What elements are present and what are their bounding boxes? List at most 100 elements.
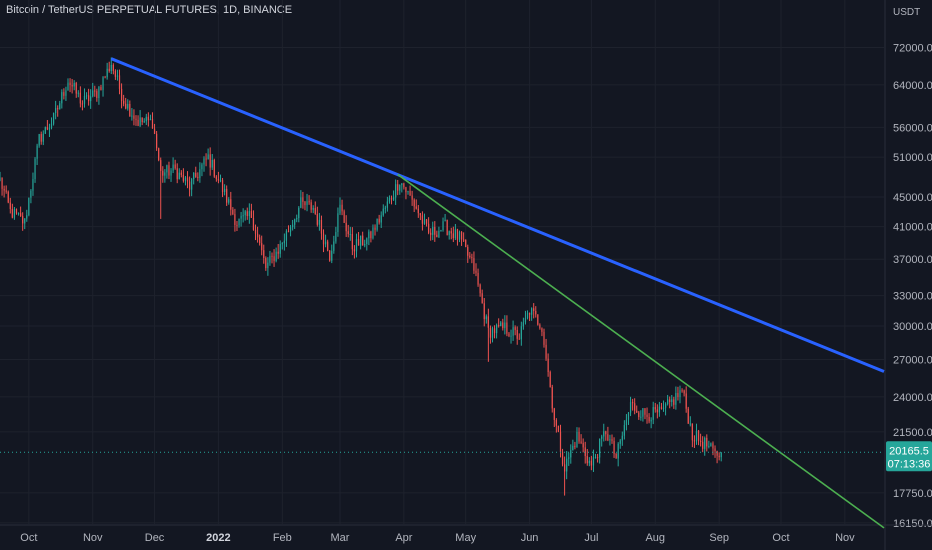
candle [117,70,118,81]
candle [292,220,293,231]
candle-body [302,197,303,201]
candle [26,210,27,222]
candle [469,252,470,259]
countdown-timer: 07:13:36 [888,458,931,470]
candle-body [121,89,122,101]
candle [624,420,625,439]
candle-body [589,461,590,463]
candle-body [125,104,126,109]
candle-body [719,456,720,457]
candle-body [548,359,549,372]
candle-body [593,457,594,465]
candle [504,315,505,334]
y-tick-label: 37000.0 [893,254,932,266]
candle-body [39,134,40,146]
candle-body [535,311,536,314]
candle [168,162,169,179]
candle-body [698,431,699,441]
candle-body [585,447,586,456]
candle [587,449,588,466]
candle [671,395,672,407]
candle-body [90,96,91,101]
candle-body [667,399,668,403]
candle-body [702,442,703,449]
candle [465,239,466,247]
x-tick-label: 2022 [206,532,230,544]
candle-body [496,325,497,333]
candle-body [657,409,658,412]
candle [416,199,417,209]
candle [69,78,70,92]
candle [208,149,209,160]
candle [8,190,9,203]
candle-body [137,120,138,126]
candle [537,314,538,325]
candle [189,177,190,197]
candle-body [712,443,713,448]
trendline-blue [111,59,884,372]
candle-body [391,198,392,200]
candle [599,438,600,463]
candle [249,203,250,223]
y-tick-label: 16150.0 [893,518,932,530]
candle [420,213,421,220]
candle-body [587,456,588,463]
candle-body [558,426,559,432]
candle [236,221,237,231]
candle [591,456,592,470]
candle-body [675,393,676,405]
candle-body [648,417,649,421]
candle-body [115,71,116,77]
candle-body [636,411,637,413]
y-unit-label: USDT [893,7,920,18]
candle [432,222,433,240]
candle [175,160,176,170]
candle-body [350,234,351,235]
candles [0,57,722,495]
x-tick-label: Dec [145,532,165,544]
candle [667,395,668,406]
candle-body [298,208,299,218]
candle [284,234,285,251]
candle-body [385,208,386,209]
candle [428,217,429,234]
candle [251,204,252,218]
y-tick-label: 51000.0 [893,152,932,164]
candle-body [416,206,417,208]
candle [195,167,196,178]
candle-body [346,223,347,231]
candle [65,87,66,101]
candle-body [313,208,314,210]
candle-body [325,242,326,245]
candle [475,263,476,276]
candle-body [671,399,672,402]
candle-body [191,179,192,190]
candle [298,206,299,222]
candle-body [172,165,173,171]
candle [457,229,458,246]
candle [368,229,369,245]
candle-body [24,219,25,224]
candle [634,398,635,414]
candle-body [94,90,95,91]
candle [613,437,614,458]
candle [611,434,612,443]
candle-body [135,119,136,120]
candle-body [341,205,342,212]
candle-body [477,273,478,285]
candle [148,112,149,126]
candle-body [117,75,118,76]
candle-body [694,440,695,441]
candle-body [187,177,188,181]
candle [193,172,194,184]
candle-body [133,116,134,119]
candle [317,207,318,227]
candle-body [234,214,235,225]
candle [238,219,239,228]
candle-body [613,441,614,454]
candle-body [102,77,103,90]
candle-body [630,402,631,412]
candle [321,216,322,240]
candle-body [208,154,209,159]
